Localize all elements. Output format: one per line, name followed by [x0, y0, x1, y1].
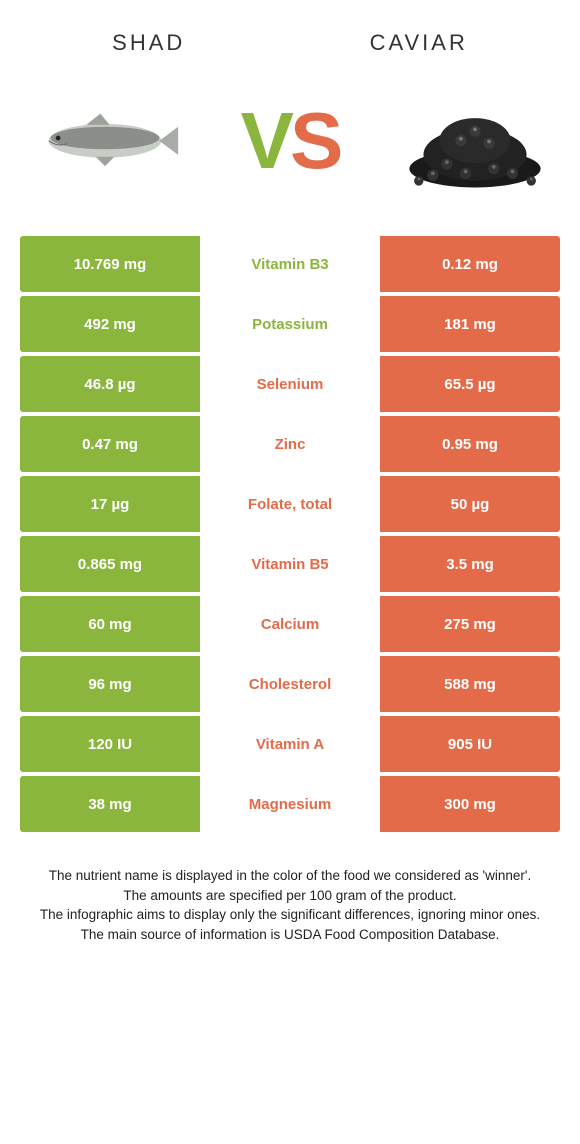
- right-value: 588 mg: [380, 656, 560, 712]
- table-row: 0.47 mgZinc0.95 mg: [20, 416, 560, 472]
- footer-line: The main source of information is USDA F…: [28, 925, 552, 945]
- table-row: 0.865 mgVitamin B53.5 mg: [20, 536, 560, 592]
- table-row: 46.8 µgSelenium65.5 µg: [20, 356, 560, 412]
- comparison-table: 10.769 mgVitamin B30.12 mg492 mgPotassiu…: [20, 236, 560, 832]
- nutrient-label: Vitamin A: [200, 716, 380, 772]
- right-value: 0.12 mg: [380, 236, 560, 292]
- footer-line: The nutrient name is displayed in the co…: [28, 866, 552, 886]
- nutrient-label: Vitamin B3: [200, 236, 380, 292]
- nutrient-label: Zinc: [200, 416, 380, 472]
- shad-image: [30, 86, 180, 196]
- nutrient-label: Potassium: [200, 296, 380, 352]
- header-right-title: CAVIAR: [370, 30, 468, 56]
- right-value: 0.95 mg: [380, 416, 560, 472]
- hero: VS: [0, 66, 580, 236]
- header-left-title: SHAD: [112, 30, 185, 56]
- table-row: 38 mgMagnesium300 mg: [20, 776, 560, 832]
- table-row: 96 mgCholesterol588 mg: [20, 656, 560, 712]
- header: SHAD CAVIAR: [0, 0, 580, 66]
- left-value: 46.8 µg: [20, 356, 200, 412]
- nutrient-label: Folate, total: [200, 476, 380, 532]
- left-value: 60 mg: [20, 596, 200, 652]
- left-value: 96 mg: [20, 656, 200, 712]
- left-value: 10.769 mg: [20, 236, 200, 292]
- right-value: 50 µg: [380, 476, 560, 532]
- right-value: 65.5 µg: [380, 356, 560, 412]
- table-row: 120 IUVitamin A905 IU: [20, 716, 560, 772]
- table-row: 10.769 mgVitamin B30.12 mg: [20, 236, 560, 292]
- nutrient-label: Calcium: [200, 596, 380, 652]
- caviar-image: [400, 86, 550, 196]
- right-value: 300 mg: [380, 776, 560, 832]
- caviar-icon: [400, 89, 550, 192]
- left-value: 120 IU: [20, 716, 200, 772]
- footer-line: The amounts are specified per 100 gram o…: [28, 886, 552, 906]
- table-row: 492 mgPotassium181 mg: [20, 296, 560, 352]
- table-row: 17 µgFolate, total50 µg: [20, 476, 560, 532]
- fish-icon: [30, 108, 180, 174]
- right-value: 275 mg: [380, 596, 560, 652]
- nutrient-label: Cholesterol: [200, 656, 380, 712]
- right-value: 3.5 mg: [380, 536, 560, 592]
- left-value: 38 mg: [20, 776, 200, 832]
- nutrient-label: Selenium: [200, 356, 380, 412]
- nutrient-label: Magnesium: [200, 776, 380, 832]
- footer-line: The infographic aims to display only the…: [28, 905, 552, 925]
- vs-label: VS: [241, 95, 340, 187]
- left-value: 17 µg: [20, 476, 200, 532]
- left-value: 0.47 mg: [20, 416, 200, 472]
- left-value: 492 mg: [20, 296, 200, 352]
- footer-notes: The nutrient name is displayed in the co…: [0, 836, 580, 964]
- nutrient-label: Vitamin B5: [200, 536, 380, 592]
- right-value: 181 mg: [380, 296, 560, 352]
- right-value: 905 IU: [380, 716, 560, 772]
- table-row: 60 mgCalcium275 mg: [20, 596, 560, 652]
- left-value: 0.865 mg: [20, 536, 200, 592]
